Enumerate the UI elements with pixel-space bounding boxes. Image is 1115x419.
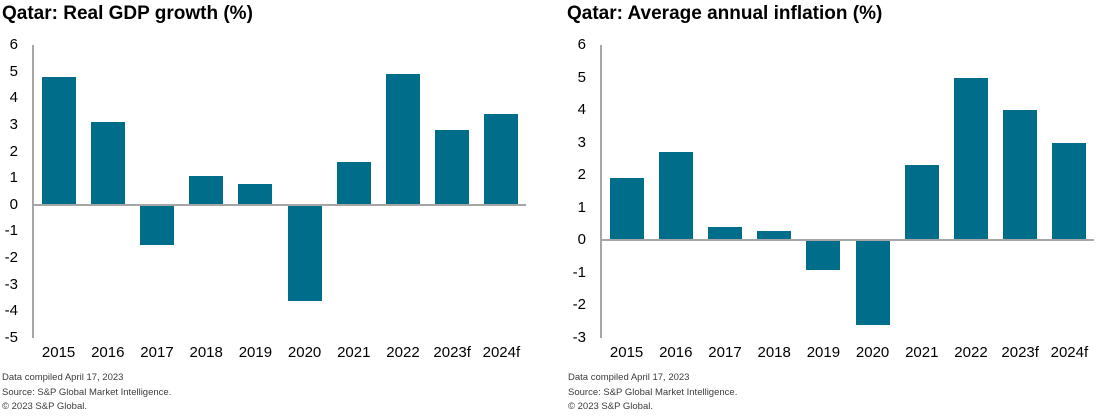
- x-tick-label: 2017: [140, 344, 174, 361]
- x-tick-label: 2023f: [1001, 344, 1039, 361]
- bar-2018: [189, 175, 224, 205]
- y-tick-label: -3: [572, 329, 586, 346]
- bar-2019: [806, 240, 841, 270]
- x-tick-label: 2024f: [1050, 344, 1089, 361]
- x-tick-label: 2018: [757, 344, 791, 361]
- y-tick-label: 4: [577, 101, 586, 119]
- y-tick-label: -3: [4, 275, 18, 293]
- x-tick-label: 2024f: [482, 344, 521, 361]
- y-tick-label: 3: [577, 133, 586, 151]
- bar-2024f: [1052, 142, 1087, 241]
- y-tick-label: -5: [4, 329, 18, 346]
- y-tick-label: 0: [577, 231, 586, 249]
- gdp-chart-panel: Qatar: Real GDP growth (%) 6 5 4 3 2 1 0 -1 -2 -3…: [0, 0, 557, 419]
- y-tick-label: -2: [572, 296, 586, 314]
- y-tick-label: 6: [577, 36, 586, 53]
- y-axis-line: [32, 45, 34, 338]
- x-tick-label: 2022: [954, 344, 988, 361]
- footer-source: Source: S&P Global Market Intelligence.: [568, 386, 738, 398]
- x-tick-label: 2015: [41, 344, 76, 361]
- y-tick-label: 0: [9, 195, 18, 213]
- y-tick-label: -4: [4, 302, 18, 320]
- bar-2019: [238, 183, 273, 205]
- chart-title: Qatar: Real GDP growth (%): [2, 3, 253, 24]
- x-tick-label: 2019: [806, 344, 841, 361]
- y-tick-label: 2: [9, 142, 18, 160]
- y-tick-label: 4: [9, 89, 18, 107]
- bar-2015: [609, 178, 644, 241]
- y-tick-label: 6: [9, 36, 18, 53]
- bar-2016: [90, 122, 125, 205]
- y-tick-label: 1: [9, 169, 18, 187]
- bar-2020: [855, 240, 890, 325]
- plot-area: 6 5 4 3 2 1 0 -1 -2 -3 -4 -5 2015 2016 2017 2018 2019 202…: [0, 0, 557, 419]
- x-tick-label: 2015: [609, 344, 644, 361]
- footer-data-compiled: Data compiled April 17, 2023: [568, 372, 690, 383]
- bar-2022: [386, 74, 420, 205]
- bar-2018: [757, 230, 792, 241]
- chart-footer: Data compiled April 17, 2023 Source: S&P…: [568, 371, 737, 415]
- bar-2020: [287, 204, 322, 301]
- bar-2022: [954, 77, 988, 241]
- x-tick-label: 2020: [287, 344, 322, 361]
- bar-2015: [41, 76, 76, 205]
- bar-2024f: [484, 114, 519, 205]
- x-tick-label: 2017: [708, 344, 742, 361]
- x-tick-label: 2020: [855, 344, 890, 361]
- y-tick-label: 2: [577, 166, 586, 184]
- bar-2017: [708, 227, 742, 241]
- footer-copyright: © 2023 S&P Global.: [2, 401, 87, 412]
- y-tick-label: 1: [577, 198, 586, 216]
- y-tick-label: 5: [9, 62, 18, 80]
- x-tick-label: 2019: [238, 344, 273, 361]
- bar-2017: [140, 204, 174, 245]
- y-tick-label: -1: [4, 222, 18, 240]
- y-tick-label: 5: [577, 68, 586, 86]
- bar-2021: [336, 162, 371, 205]
- x-tick-label: 2023f: [433, 344, 471, 361]
- zero-line: [32, 203, 526, 206]
- x-tick-label: 2021: [337, 344, 371, 361]
- chart-title: Qatar: Average annual inflation (%): [567, 3, 883, 24]
- x-tick-label: 2021: [905, 344, 939, 361]
- bar-2023f: [435, 130, 470, 205]
- inflation-chart-panel: Qatar: Average annual inflation (%) 6 5 4 3…: [567, 0, 1115, 419]
- bar-2016: [658, 152, 693, 241]
- y-tick-label: 3: [9, 115, 18, 133]
- bar-2021: [904, 165, 939, 241]
- zero-line: [600, 239, 1094, 242]
- footer-source: Source: S&P Global Market Intelligence.: [2, 386, 172, 398]
- y-tick-label: -2: [4, 249, 18, 267]
- y-tick-label: -1: [572, 263, 586, 281]
- x-tick-label: 2018: [189, 344, 223, 361]
- x-tick-label: 2016: [659, 344, 693, 361]
- chart-footer: Data compiled April 17, 2023 Source: S&P…: [2, 371, 171, 415]
- x-tick-label: 2016: [91, 344, 125, 361]
- plot-area: 6 5 4 3 2 1 0 -1 -2 -3 2015 2016 2017 2018 2019 2020 202…: [567, 0, 1115, 419]
- x-tick-label: 2022: [386, 344, 420, 361]
- bar-2023f: [1003, 110, 1038, 241]
- footer-data-compiled: Data compiled April 17, 2023: [2, 372, 124, 383]
- footer-copyright: © 2023 S&P Global.: [568, 401, 653, 412]
- y-axis-line: [600, 45, 602, 338]
